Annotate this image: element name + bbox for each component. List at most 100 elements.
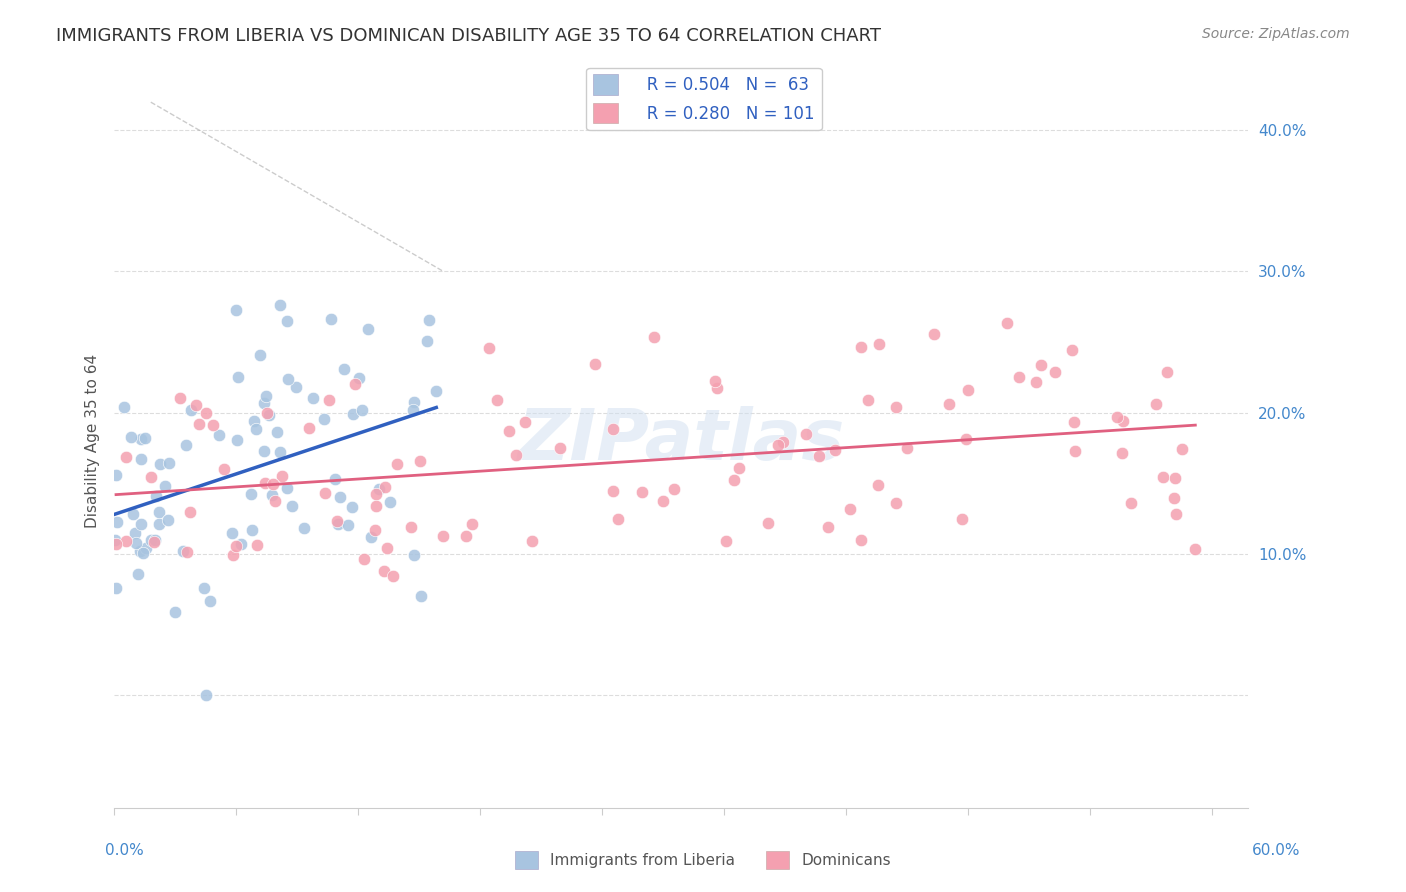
Point (269, 298, 291, 312)
Point (402, 548, 425, 562)
Point (728, 460, 751, 475)
Point (254, 475, 277, 490)
Point (240, 524, 263, 538)
Point (366, 499, 388, 513)
Point (321, 312, 343, 326)
Point (193, 581, 215, 595)
Point (1119, 496, 1142, 510)
Point (271, 469, 294, 483)
Point (266, 425, 288, 440)
Point (174, 437, 197, 451)
Point (226, 370, 249, 384)
Point (318, 392, 340, 407)
Point (229, 536, 252, 550)
Point (222, 549, 245, 563)
Point (374, 480, 396, 494)
Point (343, 377, 366, 392)
Point (104, 468, 127, 483)
Point (869, 337, 891, 351)
Text: 60.0%: 60.0% (1253, 843, 1301, 858)
Point (478, 341, 501, 355)
Point (112, 401, 135, 415)
Point (364, 523, 387, 537)
Point (662, 482, 685, 496)
Point (342, 407, 364, 421)
Point (105, 581, 128, 595)
Point (179, 505, 201, 519)
Point (368, 482, 391, 496)
Point (184, 398, 207, 412)
Point (323, 472, 346, 486)
Point (955, 432, 977, 446)
Point (380, 495, 402, 509)
Point (513, 415, 536, 429)
Point (385, 457, 408, 471)
Point (409, 589, 432, 603)
Point (221, 525, 243, 540)
Point (706, 382, 728, 396)
Point (262, 477, 284, 491)
Point (868, 477, 890, 491)
Point (284, 380, 307, 394)
Point (1184, 542, 1206, 557)
Point (262, 488, 284, 502)
Point (602, 483, 624, 498)
Point (135, 541, 157, 555)
Point (1164, 507, 1187, 521)
Point (485, 392, 508, 407)
Point (607, 512, 630, 526)
Point (849, 533, 872, 548)
Legend: Immigrants from Liberia, Dominicans: Immigrants from Liberia, Dominicans (509, 845, 897, 875)
Point (195, 688, 218, 702)
Point (723, 473, 745, 487)
Point (340, 500, 363, 514)
Point (329, 490, 352, 504)
Point (243, 414, 266, 428)
Point (114, 533, 136, 548)
Point (1043, 365, 1066, 379)
Point (225, 539, 247, 553)
Point (714, 533, 737, 548)
Point (139, 469, 162, 483)
Point (200, 594, 222, 608)
Point (297, 421, 319, 435)
Point (1163, 491, 1185, 505)
Point (276, 314, 298, 328)
Text: 0.0%: 0.0% (105, 843, 145, 858)
Point (643, 329, 665, 343)
Point (131, 516, 153, 531)
Point (838, 502, 860, 516)
Point (127, 566, 149, 581)
Point (350, 403, 373, 417)
Point (312, 412, 335, 426)
Point (357, 322, 380, 336)
Point (201, 418, 224, 433)
Point (277, 371, 299, 385)
Point (425, 384, 447, 398)
Point (758, 516, 780, 530)
Point (148, 505, 170, 519)
Point (314, 485, 336, 500)
Point (240, 487, 263, 501)
Point (253, 396, 276, 410)
Point (1171, 442, 1194, 456)
Point (1025, 375, 1047, 389)
Point (256, 406, 278, 420)
Point (139, 533, 162, 548)
Point (399, 520, 422, 534)
Point (366, 487, 388, 501)
Point (328, 517, 350, 532)
Point (276, 481, 298, 495)
Point (115, 450, 138, 465)
Point (125, 535, 148, 549)
Point (360, 530, 382, 544)
Point (886, 401, 908, 415)
Point (208, 428, 231, 442)
Point (1031, 358, 1053, 372)
Point (253, 444, 276, 458)
Point (269, 444, 291, 458)
Point (408, 454, 430, 468)
Point (794, 427, 817, 442)
Point (145, 489, 167, 503)
Point (105, 536, 128, 550)
